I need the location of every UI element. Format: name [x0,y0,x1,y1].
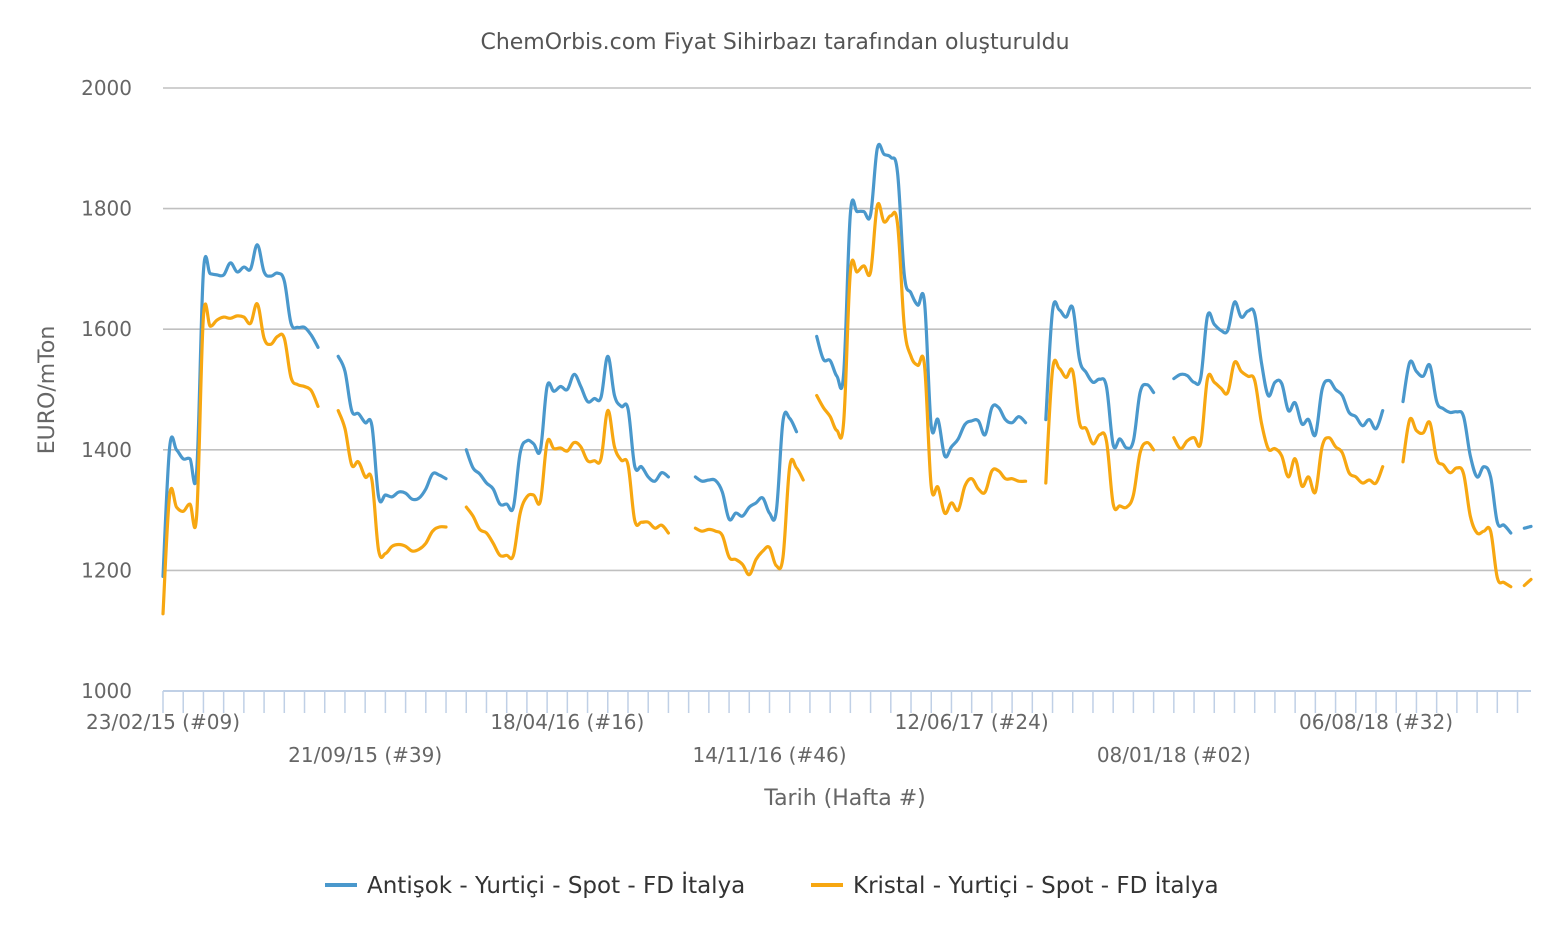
series-0-segment-6 [1172,300,1385,438]
x-tick-label: 21/09/15 (#39) [288,743,442,767]
x-tick-label: 23/02/15 (#09) [86,710,240,734]
y-axis-label: EURO/mTon [35,326,60,455]
series-0-segment-1 [336,354,448,504]
x-tick-label: 08/01/18 (#02) [1097,743,1251,767]
series-1-segment-2 [464,408,670,561]
series-1 [161,202,1533,616]
y-tick-label: 2000 [81,76,132,100]
series-0-segment-7 [1401,359,1513,535]
series-1-segment-1 [336,409,448,560]
legend: Antişok - Yurtiçi - Spot - FD İtalya Kris… [325,871,1219,899]
series-0 [161,142,1533,578]
x-axis-label: Tarih (Hafta #) [763,786,925,811]
series-0-segment-8 [1522,524,1533,530]
legend-label: Antişok - Yurtiçi - Spot - FD İtalya [367,871,745,899]
x-tick-label: 06/08/18 (#32) [1299,710,1453,734]
series-lines [161,142,1533,616]
series-0-segment-5 [1044,300,1156,451]
series-1-segment-5 [1044,358,1156,512]
y-tick-label: 1000 [81,679,132,703]
series-1-segment-8 [1522,577,1533,588]
chart-title: ChemOrbis.com Fiyat Sihirbazı tarafından… [480,30,1069,55]
legend-item-0[interactable]: Antişok - Yurtiçi - Spot - FD İtalya [325,871,745,899]
y-tick-label: 1400 [81,438,132,462]
series-0-segment-0 [161,243,320,578]
y-axis-ticks: 1000 1200 1400 1600 1800 2000 [81,76,132,703]
y-tick-label: 1600 [81,317,132,341]
series-0-segment-2 [464,354,670,513]
series-0-segment-3 [693,410,799,522]
series-1-segment-7 [1401,416,1513,589]
series-1-segment-6 [1172,359,1385,495]
x-tick-label: 18/04/16 (#16) [490,710,644,734]
x-axis: 23/02/15 (#09) 21/09/15 (#39) 18/04/16 (#1… [86,690,1531,767]
y-tick-label: 1800 [81,197,132,221]
series-1-segment-0 [161,302,320,616]
legend-item-1[interactable]: Kristal - Yurtiçi - Spot - FD İtalya [811,871,1219,899]
x-tick-label: 14/11/16 (#46) [693,743,847,767]
series-1-segment-4 [815,202,1028,516]
series-1-segment-3 [693,457,805,577]
y-tick-label: 1200 [81,558,132,582]
legend-label: Kristal - Yurtiçi - Spot - FD İtalya [853,871,1219,899]
x-tick-label: 12/06/17 (#24) [895,710,1049,734]
series-0-segment-4 [815,142,1028,459]
